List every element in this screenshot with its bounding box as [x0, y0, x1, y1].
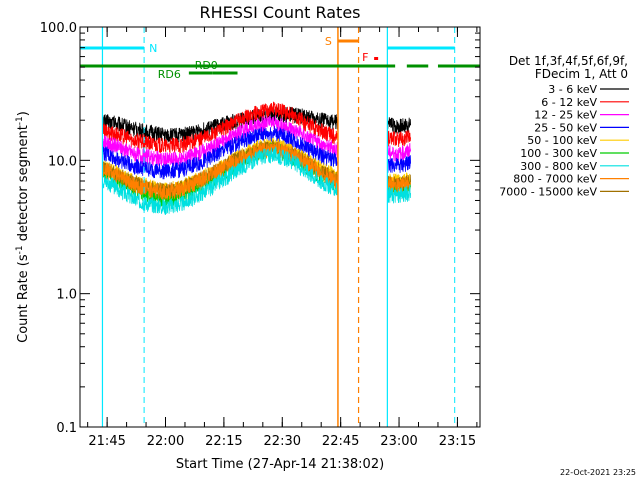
- x-tick-label: 22:15: [205, 434, 242, 449]
- saa-label: S: [325, 35, 332, 48]
- x-tick-label: 22:45: [322, 434, 359, 449]
- legend-label: 25 - 50 keV: [534, 121, 597, 134]
- flare-marker: [374, 57, 379, 60]
- legend-item: 12 - 25 keV: [534, 109, 629, 122]
- legend-item: 25 - 50 keV: [534, 121, 629, 134]
- x-tick-label: 21:45: [88, 434, 125, 449]
- legend-label: 3 - 6 keV: [548, 83, 597, 96]
- rd0-label: RD0: [195, 59, 218, 72]
- legend-item: 6 - 12 keV: [541, 96, 629, 109]
- legend: Det 1f,3f,4f,5f,6f,9f, FDecim 1, Att 0 3…: [499, 54, 629, 198]
- plot-frame: [79, 26, 481, 428]
- chart-title: RHESSI Count Rates: [200, 3, 361, 22]
- legend-header-2: FDecim 1, Att 0: [535, 67, 628, 81]
- annotation-layer: N RD0 RD6 S F: [80, 27, 480, 427]
- x-axis-label: Start Time (27-Apr-14 21:38:02): [176, 457, 384, 472]
- flare-label: F: [362, 51, 368, 64]
- legend-label: 12 - 25 keV: [534, 109, 597, 122]
- series-line: [102, 115, 411, 169]
- legend-header-1: Det 1f,3f,4f,5f,6f,9f,: [509, 54, 628, 68]
- x-tick-label: 22:00: [147, 434, 184, 449]
- legend-label: 300 - 800 keV: [520, 160, 597, 173]
- x-tick-label: 23:00: [380, 434, 417, 449]
- series-line: [102, 101, 411, 154]
- series-line: [102, 146, 411, 215]
- y-axis-label: Count Rate (s-1 detector segment-1): [15, 111, 31, 343]
- y-axis: 0.1 1.0 10.0 100.0: [40, 21, 480, 436]
- y-tick-label: 10.0: [48, 154, 77, 169]
- legend-label: 800 - 7000 keV: [513, 173, 597, 186]
- legend-label: 7000 - 15000 keV: [499, 185, 597, 198]
- y-tick-label: 1.0: [56, 288, 77, 303]
- legend-label: 6 - 12 keV: [541, 96, 597, 109]
- legend-item: 300 - 800 keV: [520, 160, 629, 173]
- legend-item: 3 - 6 keV: [548, 83, 629, 96]
- series-line: [102, 126, 411, 180]
- legend-label: 100 - 300 keV: [520, 147, 597, 160]
- data-layer: [102, 101, 411, 215]
- rd6-label: RD6: [158, 68, 181, 81]
- legend-item: 100 - 300 keV: [520, 147, 629, 160]
- y-tick-label: 0.1: [56, 421, 77, 436]
- y-tick-label: 100.0: [40, 21, 77, 36]
- legend-label: 50 - 100 keV: [527, 134, 597, 147]
- legend-item: 7000 - 15000 keV: [499, 185, 629, 198]
- night-label: N: [149, 42, 157, 55]
- x-axis: 21:45 22:00 22:15 22:30 22:45 23:00 23:15: [87, 27, 478, 449]
- legend-item: 800 - 7000 keV: [513, 173, 629, 186]
- x-tick-label: 23:15: [439, 434, 476, 449]
- legend-item: 50 - 100 keV: [527, 134, 629, 147]
- x-tick-label: 22:30: [264, 434, 301, 449]
- generated-timestamp: 22-Oct-2021 23:25: [560, 468, 636, 477]
